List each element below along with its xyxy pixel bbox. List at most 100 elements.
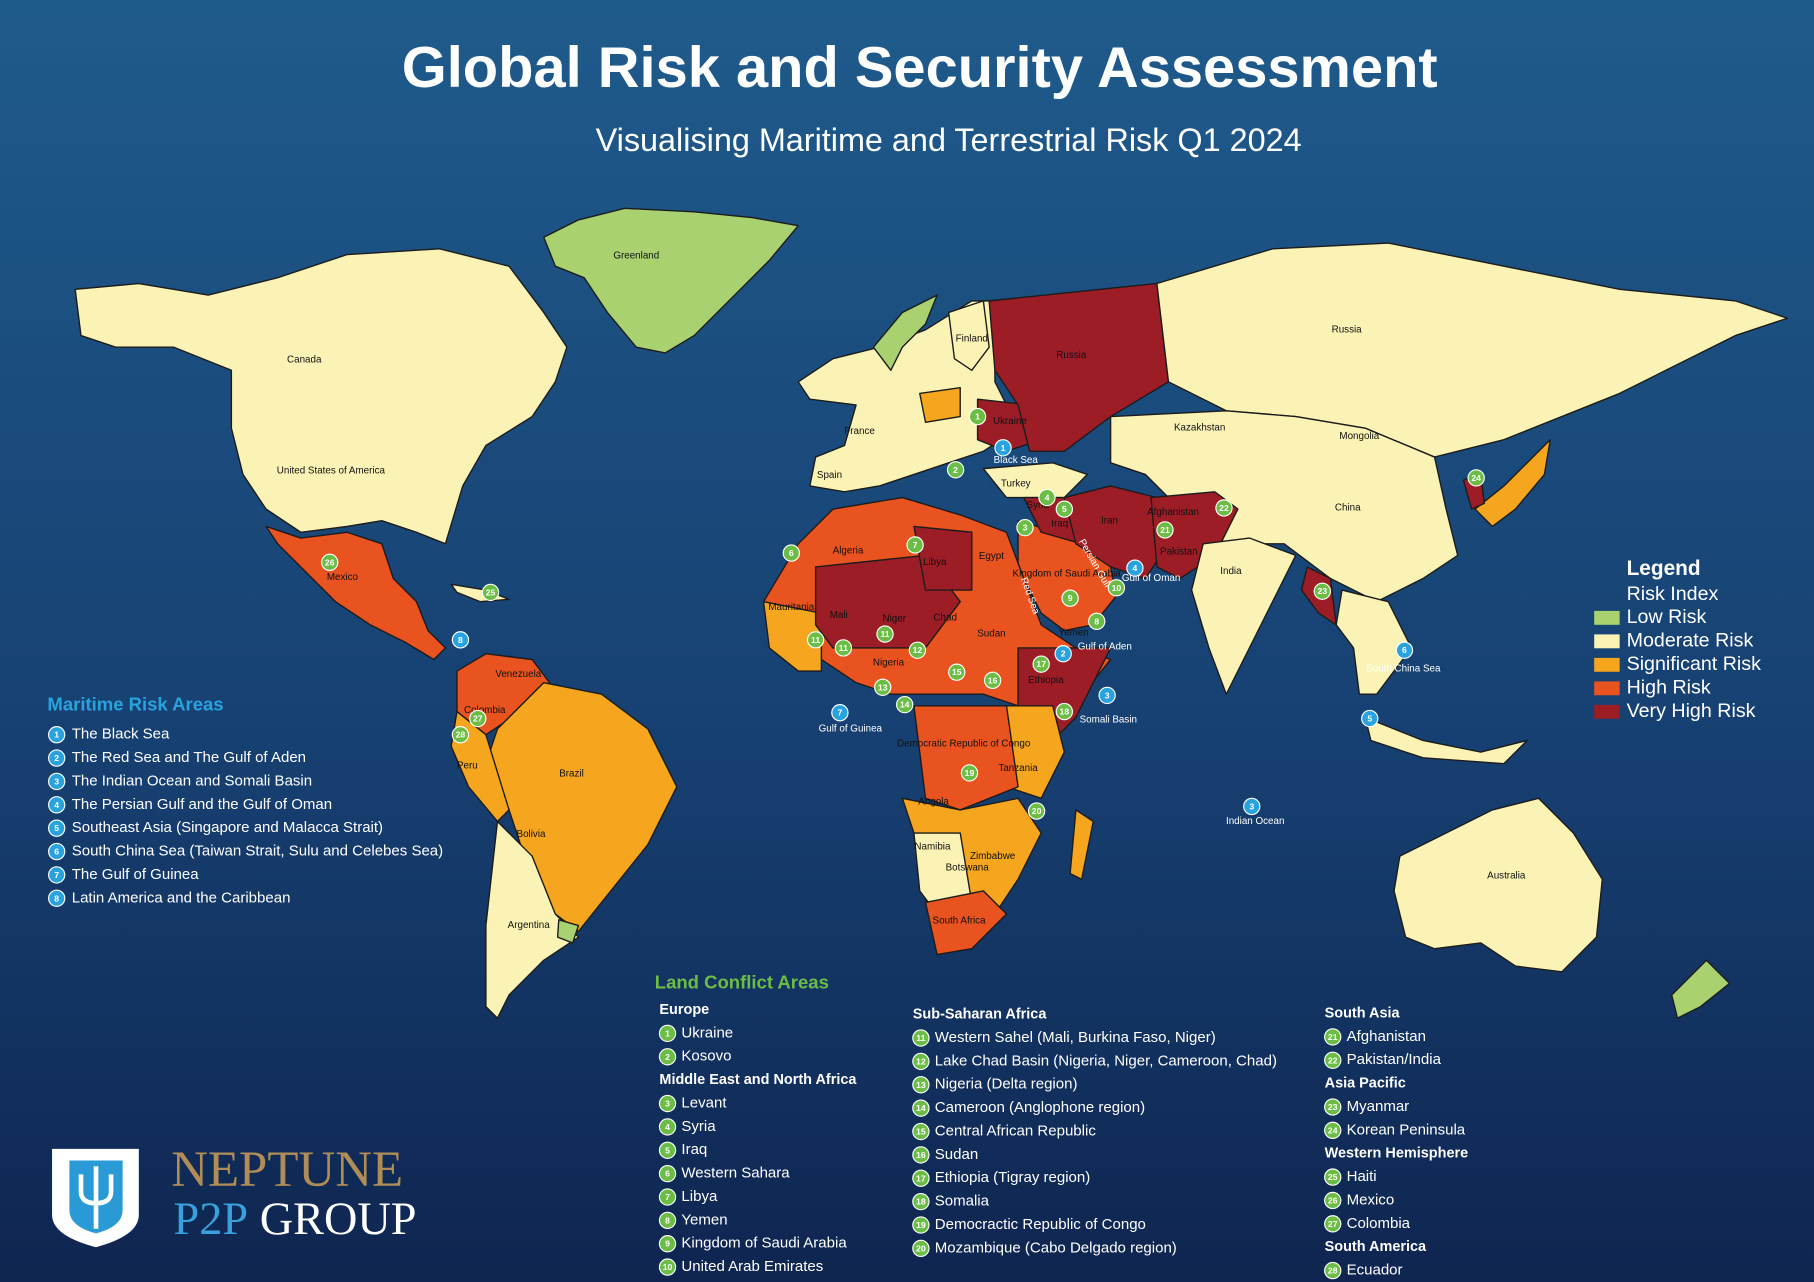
logo-line2: P2P GROUP — [174, 1194, 417, 1245]
maritime-marker-number: 5 — [1367, 714, 1372, 724]
land-marker — [968, 407, 987, 426]
maritime-item: The Red Sea and The Gulf of Aden — [72, 749, 306, 766]
list-marker — [912, 1169, 930, 1187]
land-marker — [1055, 500, 1074, 518]
land-marker-number: 13 — [878, 682, 888, 692]
land-group: Asia Pacific — [1325, 1075, 1406, 1091]
list-marker — [658, 1235, 677, 1253]
list-marker — [658, 1048, 677, 1066]
turkey — [982, 462, 1089, 499]
map-label: Kingdom of Saudi Arabia — [1013, 568, 1122, 579]
map-label: Turkey — [1001, 478, 1031, 489]
land-marker-number: 28 — [456, 730, 466, 740]
list-marker — [48, 819, 66, 837]
land-marker-number: 18 — [1060, 707, 1070, 717]
land-marker-number: 26 — [325, 557, 335, 567]
land-marker — [1313, 582, 1331, 600]
list-marker — [48, 749, 66, 767]
logo-line1: NEPTUNE — [171, 1142, 403, 1198]
list-marker — [1324, 1261, 1342, 1280]
land-marker — [834, 639, 853, 657]
norway — [872, 294, 938, 371]
land-marker — [1156, 521, 1174, 539]
land-marker — [1016, 518, 1034, 537]
land-item: Ecuador — [1347, 1262, 1403, 1279]
legend-label: Low Risk — [1627, 606, 1707, 628]
list-marker — [912, 1122, 930, 1141]
uruguay — [556, 919, 580, 944]
legend-swatch — [1594, 681, 1620, 696]
legend-label: Moderate Risk — [1627, 630, 1754, 652]
maritime-list: Maritime Risk Areas 1 The Black Sea 2 The Re… — [47, 694, 443, 907]
list-marker-number: 24 — [1328, 1125, 1338, 1135]
map-label: Mongolia — [1339, 431, 1379, 442]
land-marker-number: 11 — [880, 629, 889, 639]
map-label: India — [1220, 566, 1242, 577]
land-marker — [896, 695, 914, 714]
land-marker-number: 24 — [1471, 473, 1481, 483]
maritime-item: The Gulf of Guinea — [72, 866, 200, 883]
map-label: Egypt — [979, 551, 1004, 562]
map-label: France — [844, 426, 875, 437]
list-marker-number: 20 — [916, 1243, 926, 1253]
maritime-marker-number: 1 — [1001, 443, 1006, 453]
maritime-marker — [1361, 709, 1379, 728]
land-marker — [1027, 802, 1046, 820]
land-item: Mozambique (Cabo Delgado region) — [935, 1239, 1177, 1256]
land-item: Libya — [681, 1188, 718, 1205]
maritime-marker-number: 7 — [837, 708, 842, 718]
land-marker-number: 6 — [789, 548, 794, 558]
list-marker — [1324, 1121, 1342, 1140]
list-marker — [658, 1094, 677, 1113]
central-east-asia — [1109, 410, 1459, 603]
land-item: Lake Chad Basin (Nigeria, Niger, Cameroo… — [935, 1052, 1277, 1069]
land-marker — [983, 671, 1002, 690]
legend-subtitle: Risk Index — [1627, 583, 1719, 605]
list-marker-number: 8 — [665, 1215, 670, 1225]
map-label: Brazil — [559, 769, 584, 780]
land-item: Iraq — [681, 1141, 707, 1158]
map-label: Canada — [287, 354, 322, 365]
list-marker-number: 5 — [665, 1145, 670, 1155]
legend-label: Significant Risk — [1627, 653, 1762, 675]
list-marker-number: 4 — [665, 1122, 670, 1132]
list-marker-number: 9 — [665, 1239, 670, 1249]
land-marker-number: 5 — [1062, 504, 1067, 514]
list-marker — [48, 889, 66, 907]
land-conflict-list: Land Conflict Areas Europe 1 Ukraine 2 Kosovo… — [655, 971, 1468, 1280]
land-item: Mexico — [1347, 1191, 1395, 1208]
list-marker — [658, 1188, 677, 1206]
maritime-item: Southeast Asia (Singapore and Malacca St… — [72, 819, 383, 836]
list-marker — [1324, 1028, 1342, 1046]
map-label: China — [1335, 503, 1361, 514]
land-item: Central African Republic — [935, 1122, 1097, 1139]
land-heading: Land Conflict Areas — [655, 971, 829, 992]
land-marker-number: 27 — [473, 714, 483, 724]
list-marker — [48, 796, 66, 814]
land-marker — [321, 553, 339, 572]
land-marker-number: 15 — [952, 667, 962, 677]
land-group: South Asia — [1325, 1005, 1401, 1021]
subtitle: Visualising Maritime and Terrestrial Ris… — [596, 122, 1302, 158]
land-marker-number: 3 — [1023, 523, 1028, 533]
map-label: Niger — [883, 614, 907, 625]
madagascar — [1069, 809, 1094, 881]
map-labels: Greenland Canada United States of America M… — [277, 250, 1526, 931]
legend-swatch — [1594, 610, 1620, 625]
map-label: Gulf of Guinea — [819, 724, 883, 735]
legend-swatch — [1594, 657, 1620, 672]
map-label: Mauritania — [768, 602, 814, 613]
map-label: South Africa — [933, 916, 987, 927]
land-item: Ethiopia (Tigray region) — [935, 1169, 1091, 1186]
land-marker — [946, 461, 965, 479]
land-item: Colombia — [1347, 1215, 1411, 1232]
map-label: Namibia — [914, 842, 951, 853]
southern-cone — [485, 820, 580, 1019]
list-marker-number: 14 — [916, 1103, 926, 1113]
list-marker-number: 16 — [916, 1150, 926, 1160]
land-marker-number: 16 — [988, 675, 998, 685]
list-marker-number: 10 — [663, 1262, 673, 1272]
map-label: Angola — [918, 796, 949, 807]
list-marker-number: 5 — [54, 823, 59, 833]
